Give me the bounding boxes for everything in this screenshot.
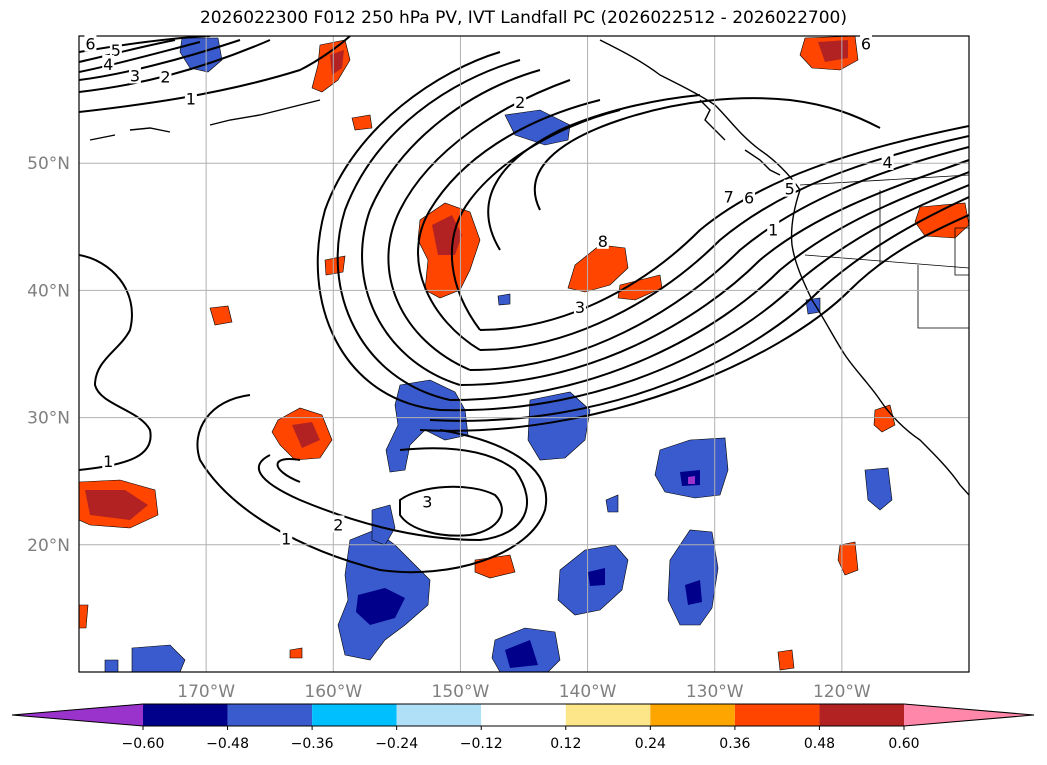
colorbar-tick-label: 0.48 [804, 736, 835, 752]
contour-label: 1 [103, 452, 113, 471]
contour-label-halo [881, 152, 894, 170]
colorbar-tick-label: −0.60 [122, 736, 165, 752]
longitude-labels: 170°W 160°W 150°W 140°W 130°W 120°W [177, 682, 871, 702]
lat-tick-label: 20°N [27, 536, 70, 556]
map-title: 2026022300 F012 250 hPa PV, IVT Landfall… [199, 8, 847, 28]
contour-label: 6 [85, 35, 95, 54]
contour-label: 4 [103, 55, 113, 74]
contour-label: 7 [724, 187, 734, 206]
contour-label: 6 [744, 189, 754, 208]
latitude-labels: 20°N 30°N 40°N 50°N [27, 154, 70, 556]
contour-label: 4 [883, 153, 893, 172]
contour-label-halo [84, 34, 97, 52]
colorbar-tick-label: −0.48 [206, 736, 249, 752]
contour-label: 6 [861, 35, 871, 54]
contour-label: 3 [422, 493, 432, 512]
colorbar-tick-label: −0.12 [460, 736, 503, 752]
coastline [89, 39, 969, 496]
contour-label-halo [767, 220, 780, 238]
lon-tick-label: 170°W [177, 682, 235, 702]
colorbar-tick-label: 0.24 [635, 736, 666, 752]
contour-label-halo [860, 34, 873, 52]
political-borders [799, 174, 969, 329]
lon-tick-label: 150°W [432, 682, 490, 702]
colorbar-segment [734, 704, 820, 726]
colorbar-segment [143, 704, 228, 726]
contour-label-halo [128, 66, 141, 84]
contour-label-halo [159, 67, 172, 85]
colorbar-tick-label: 0.60 [888, 736, 919, 752]
contour-label: 1 [186, 89, 196, 108]
colorbar-segment [396, 704, 482, 726]
contour-label-halo [783, 179, 796, 197]
ivt-contours [79, 36, 969, 574]
lat-tick-label: 30°N [27, 409, 70, 429]
lat-tick-label: 40°N [27, 281, 70, 301]
contour-label: 8 [598, 232, 608, 251]
contour-label: 1 [281, 529, 291, 548]
contour-label-halo [280, 529, 293, 547]
contour-label: 3 [575, 298, 585, 317]
pv-negative-anomalies [104, 37, 893, 672]
colorbar: −0.60 −0.48 −0.36 −0.24 −0.12 0.12 0.24 0.36 0.4… [11, 703, 1035, 752]
lon-tick-label: 140°W [559, 682, 617, 702]
lon-tick-label: 130°W [686, 682, 744, 702]
contour-label: 2 [333, 515, 343, 534]
colorbar-segment [481, 704, 566, 726]
colorbar-segment [312, 704, 397, 726]
contour-label-halo [514, 93, 527, 111]
contour-label: 3 [130, 66, 140, 85]
contour-label: 2 [160, 68, 170, 87]
colorbar-extend-high [904, 704, 1034, 726]
lat-tick-label: 50°N [27, 154, 70, 174]
lon-tick-label: 160°W [304, 682, 362, 702]
colorbar-extend-low [12, 704, 143, 726]
contour-label-halo [596, 231, 609, 249]
gridlines [79, 36, 969, 672]
colorbar-tick-label: −0.36 [291, 736, 334, 752]
colorbar-segment [650, 704, 735, 726]
contour-label-halo [743, 188, 756, 206]
colorbar-segment [819, 704, 904, 726]
contour-label-halo [332, 515, 345, 533]
contour-label-halo [102, 451, 115, 469]
pv-positive-anomalies [79, 36, 969, 671]
contour-label: 1 [768, 220, 778, 239]
pv-shading [79, 36, 969, 672]
lon-tick-label: 120°W [813, 682, 871, 702]
contour-label-halo [184, 89, 197, 107]
contour-label-halo [421, 492, 434, 510]
contour-label-halo [722, 187, 735, 205]
map-frame [78, 35, 970, 673]
colorbar-segment [565, 704, 651, 726]
contour-label: 2 [515, 93, 525, 112]
colorbar-tick-label: −0.24 [375, 736, 418, 752]
colorbar-tick-label: 0.12 [550, 736, 581, 752]
contour-label-halo [109, 40, 122, 58]
contour-label-halo [573, 297, 586, 315]
colorbar-segment [227, 704, 313, 726]
contour-label-halo [102, 54, 115, 72]
contour-label: 5 [111, 41, 121, 60]
colorbar-tick-label: 0.36 [719, 736, 750, 752]
contour-label: 5 [785, 180, 795, 199]
